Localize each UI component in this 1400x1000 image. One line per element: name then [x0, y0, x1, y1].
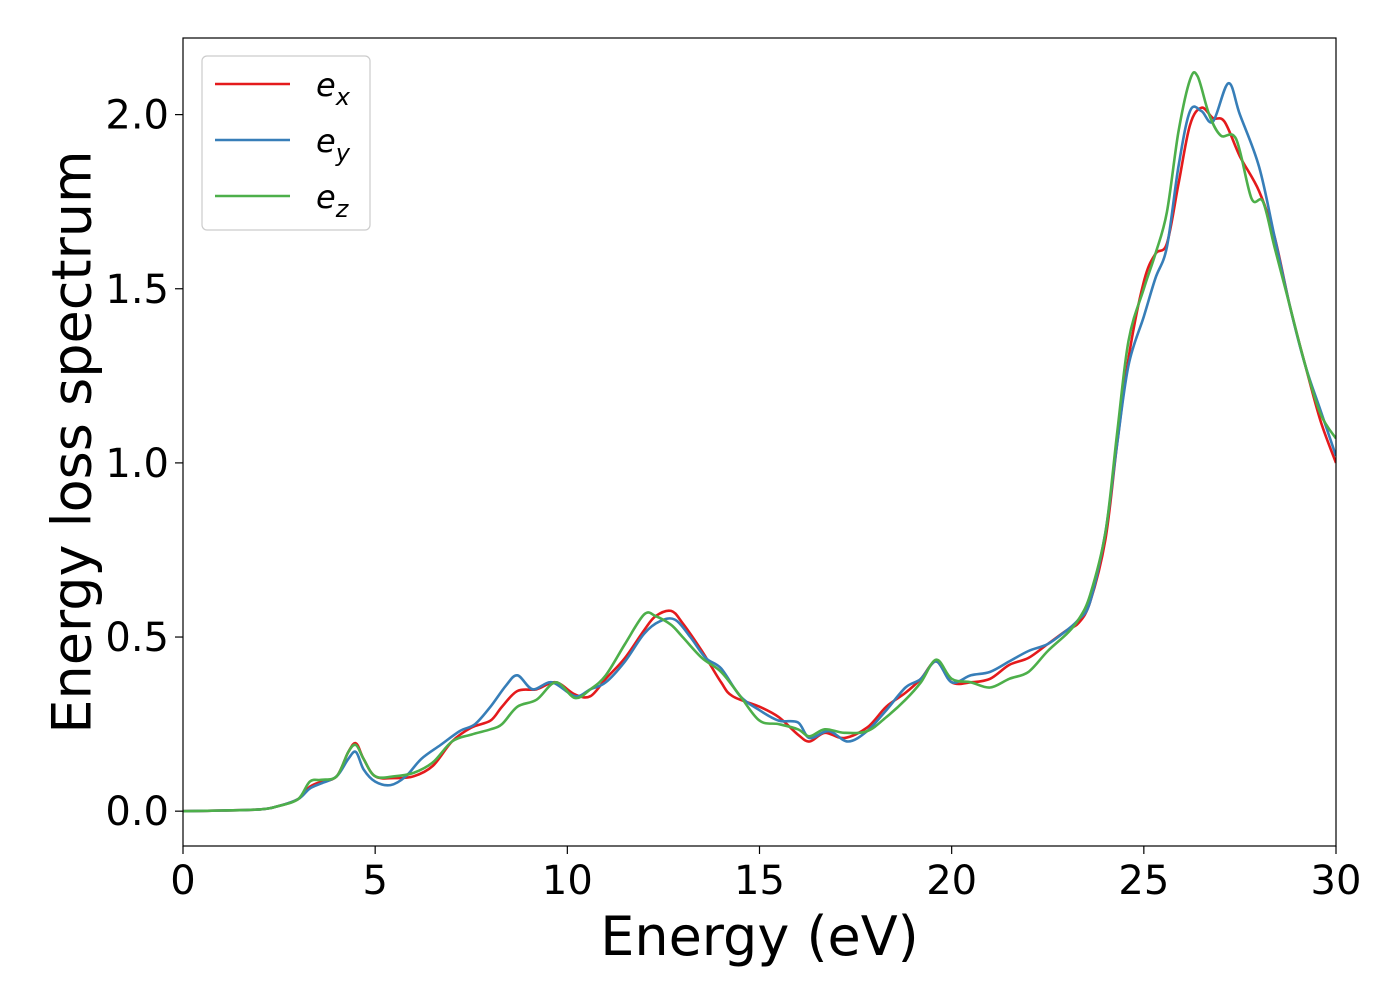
series-line-z: [183, 71, 1336, 813]
series-line-y: [183, 82, 1336, 813]
y-axis-label: Energy loss spectrum: [41, 150, 104, 733]
legend: ex ey ez: [201, 55, 371, 231]
x-tick-label: 10: [542, 858, 593, 904]
y-tick-label: 1.0: [105, 441, 169, 487]
x-axis-label: Energy (eV): [600, 905, 919, 968]
x-tick-label: 25: [1118, 858, 1169, 904]
legend-label-x: ex: [316, 66, 351, 111]
x-tick-label: 30: [1311, 858, 1362, 904]
legend-box: [201, 55, 371, 231]
y-axis: 0.0 0.5 1.0 1.5 2.0: [105, 93, 183, 835]
x-tick-label: 0: [170, 858, 195, 904]
y-tick-label: 1.5: [105, 267, 169, 313]
x-tick-label: 20: [926, 858, 977, 904]
series-layer: [183, 71, 1336, 813]
legend-label-z: ez: [316, 178, 350, 223]
legend-label-y: ey: [316, 122, 351, 167]
y-tick-label: 0.5: [105, 615, 169, 661]
y-tick-label: 2.0: [105, 93, 169, 139]
x-tick-label: 5: [362, 858, 387, 904]
y-tick-label: 0.0: [105, 789, 169, 835]
x-tick-label: 15: [734, 858, 785, 904]
x-axis: 0 5 10 15 20 25 30: [170, 846, 1361, 904]
